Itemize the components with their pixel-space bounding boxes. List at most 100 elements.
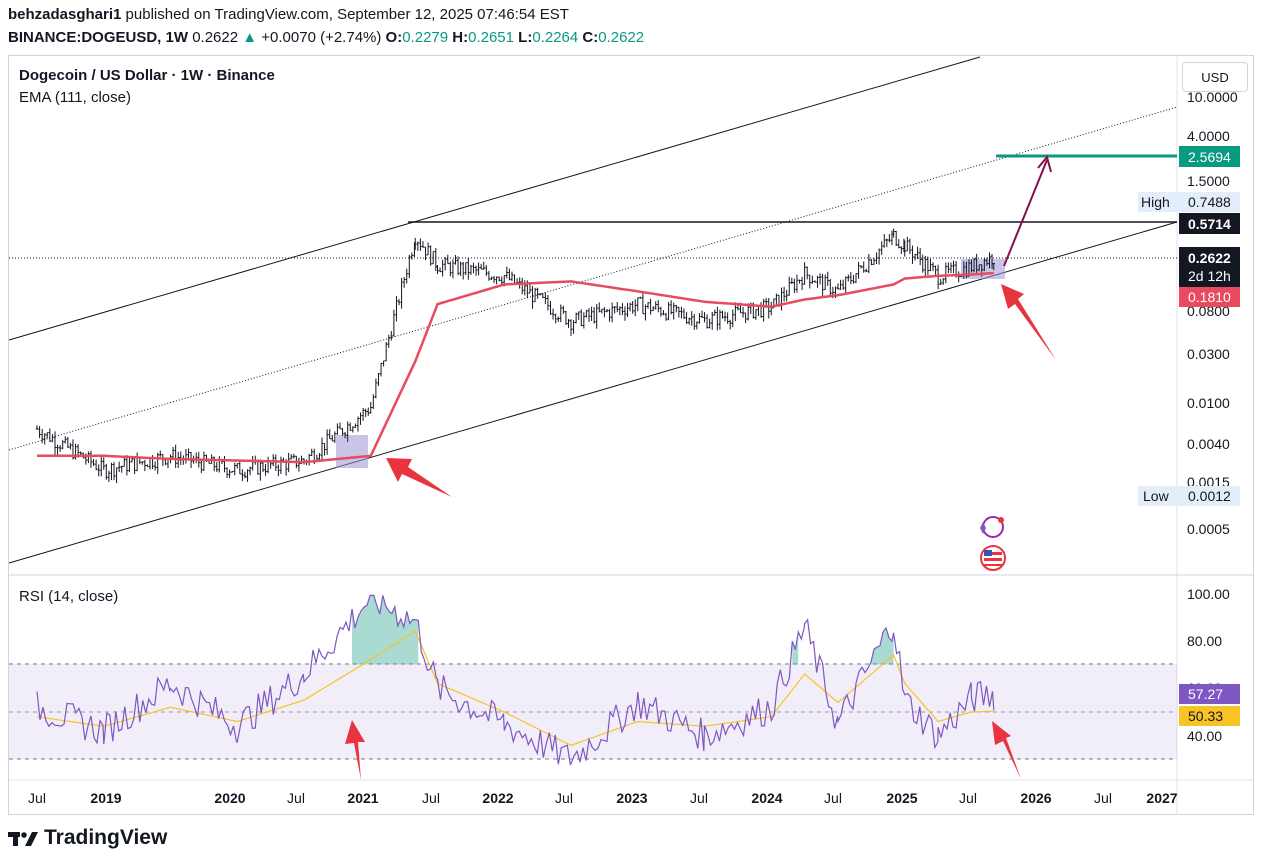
channel-upper-line[interactable] bbox=[8, 56, 981, 341]
price-bar bbox=[125, 455, 129, 476]
channel-mid-line[interactable] bbox=[8, 106, 1178, 451]
projection-line[interactable] bbox=[1003, 159, 1048, 267]
time-tick: Jul bbox=[287, 790, 305, 806]
price-bar bbox=[395, 296, 398, 322]
price-bar bbox=[521, 277, 524, 295]
rsi-tick: 80.00 bbox=[1187, 633, 1222, 649]
price-bar bbox=[331, 434, 334, 442]
price-bar bbox=[66, 436, 70, 448]
us-flag-event-icon[interactable] bbox=[980, 545, 1006, 571]
price-bar bbox=[592, 307, 596, 324]
publish-info: behzadasghari1 published on TradingView.… bbox=[8, 6, 569, 23]
price-bar bbox=[92, 459, 95, 466]
price-bar bbox=[795, 274, 799, 293]
price-bar bbox=[867, 253, 871, 274]
author-name[interactable]: behzadasghari1 bbox=[8, 6, 122, 23]
price-bar bbox=[161, 454, 165, 466]
zone-2025[interactable] bbox=[961, 259, 1005, 279]
sparkle-event-icon[interactable] bbox=[980, 516, 1004, 538]
price-bar bbox=[608, 308, 611, 322]
price-bar bbox=[721, 310, 724, 319]
price-bar bbox=[485, 265, 488, 276]
time-tick: 2019 bbox=[90, 790, 121, 806]
price-bar bbox=[829, 278, 832, 297]
price-bar bbox=[416, 241, 420, 251]
price-bar bbox=[405, 268, 408, 284]
price-bar bbox=[421, 241, 425, 248]
low-tag-value: 0.0012 bbox=[1188, 488, 1231, 504]
price-axis[interactable]: 10.0000 4.0000 1.5000 0.0800 0.0300 0.01… bbox=[1187, 89, 1238, 537]
price-bar bbox=[913, 253, 917, 261]
last-price: 0.2622 bbox=[192, 29, 239, 46]
price-bar bbox=[900, 246, 903, 255]
price-bar bbox=[564, 310, 568, 325]
price-bar bbox=[985, 257, 989, 266]
price-bar bbox=[897, 239, 900, 249]
rsi-legend[interactable]: RSI (14, close) bbox=[19, 588, 119, 605]
currency-button[interactable]: USD bbox=[1182, 62, 1248, 92]
price-bar bbox=[505, 266, 509, 279]
price-bar bbox=[123, 457, 126, 467]
price-bar bbox=[569, 319, 573, 337]
price-bar bbox=[908, 238, 912, 255]
price-bar bbox=[89, 450, 93, 468]
price-bar bbox=[38, 426, 41, 439]
price-bar bbox=[246, 469, 249, 482]
price-bar bbox=[590, 306, 593, 322]
price-bar bbox=[713, 309, 716, 316]
ema-legend[interactable]: EMA (111, close) bbox=[19, 89, 131, 106]
price-bar bbox=[444, 257, 447, 271]
price-bar bbox=[212, 456, 216, 472]
open-label: O: bbox=[385, 29, 403, 46]
price-bar bbox=[143, 459, 147, 472]
tradingview-logo[interactable]: TradingView bbox=[8, 826, 167, 850]
price-bar bbox=[536, 287, 539, 299]
price-tick: 0.0300 bbox=[1187, 346, 1230, 362]
price-bar bbox=[495, 276, 498, 285]
symbol-label: BINANCE:DOGEUSD, 1W bbox=[8, 29, 189, 46]
price-bar bbox=[734, 302, 737, 322]
price-bar bbox=[944, 262, 948, 284]
price-bar bbox=[883, 233, 886, 248]
price-bar bbox=[582, 312, 586, 329]
price-bar bbox=[808, 274, 811, 289]
price-bar bbox=[531, 285, 534, 309]
price-bar bbox=[354, 423, 357, 428]
arrow-rsi-2025-icon bbox=[992, 721, 1021, 779]
price-bar bbox=[892, 228, 895, 238]
price-bar bbox=[79, 451, 82, 455]
price-bar bbox=[251, 455, 254, 471]
price-bar bbox=[651, 306, 655, 312]
price-bar bbox=[166, 459, 170, 469]
price-tick: 1.5000 bbox=[1187, 173, 1230, 189]
price-bar bbox=[419, 238, 422, 251]
price-bar bbox=[510, 271, 514, 281]
price-bar bbox=[56, 444, 59, 455]
price-bar bbox=[264, 464, 267, 476]
time-tick: Jul bbox=[959, 790, 977, 806]
price-bar bbox=[698, 313, 701, 324]
price-bar bbox=[857, 262, 860, 279]
price-bar bbox=[377, 373, 380, 387]
price-bar bbox=[341, 428, 344, 436]
price-bar bbox=[695, 321, 699, 330]
price-bar bbox=[356, 416, 360, 432]
price-bar bbox=[841, 279, 845, 290]
time-axis[interactable]: Jul 2019 2020 Jul 2021 Jul 2022 Jul 2023… bbox=[28, 790, 1178, 806]
time-tick: Jul bbox=[690, 790, 708, 806]
price-bar bbox=[557, 316, 560, 322]
target-label-bg bbox=[1179, 146, 1240, 167]
price-bar bbox=[215, 461, 218, 472]
price-bars bbox=[35, 228, 995, 484]
price-bar bbox=[195, 452, 198, 464]
chart-container[interactable] bbox=[8, 55, 1254, 815]
close-label: C: bbox=[582, 29, 599, 46]
chart-title[interactable]: Dogecoin / US Dollar · 1W · Binance bbox=[19, 67, 275, 84]
price-bar bbox=[972, 257, 976, 273]
price-bar bbox=[880, 241, 883, 255]
price-bar bbox=[336, 423, 339, 435]
price-bar bbox=[236, 463, 239, 469]
price-bar bbox=[184, 449, 188, 464]
zone-2020[interactable] bbox=[336, 435, 368, 468]
